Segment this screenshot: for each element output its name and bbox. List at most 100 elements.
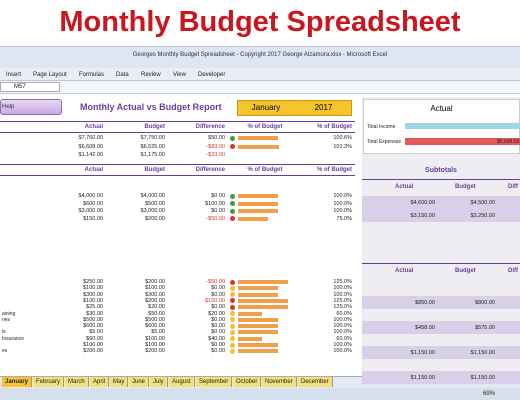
sheet-tab[interactable]: July [150, 377, 168, 387]
cell-percent: 100.6% [333, 135, 352, 141]
status-dot [230, 279, 235, 285]
cell-percent: 100.0% [333, 342, 352, 348]
sheet-tab[interactable]: June [129, 377, 150, 387]
cell-percent: 60.0% [336, 310, 352, 317]
column-header: Actual [395, 268, 414, 274]
cell-budget: $3,000.00 [140, 208, 165, 214]
ribbon-tab[interactable]: Formulas [79, 72, 105, 78]
percent-bar [238, 349, 278, 354]
report-title: Monthly Actual vs Budget Report [80, 102, 222, 112]
cell-actual: $6,608.00 [78, 143, 103, 150]
status-dot [230, 144, 235, 149]
header-line [0, 164, 355, 165]
help-button[interactable] [0, 99, 62, 115]
sheet-tab[interactable]: May [110, 377, 129, 387]
cell-percent: 125.0% [333, 279, 352, 285]
column-header: Budget [455, 184, 476, 190]
chart-value-label: $6,608.00 [497, 139, 520, 145]
cell-actual: $1,142.00 [78, 152, 103, 158]
ribbon-tab[interactable]: Insert [6, 72, 22, 78]
panel-cell: $1,150.00 [410, 375, 435, 381]
sheet-tab[interactable]: August [169, 377, 195, 387]
percent-bar [238, 201, 278, 206]
cell-actual: $600.00 [83, 323, 103, 330]
ribbon-tab[interactable]: Page Layout [33, 72, 67, 78]
cell-budget: $20.00 [148, 304, 165, 311]
cell-actual: $100.00 [83, 285, 103, 292]
percent-bar [238, 194, 278, 198]
status-dot [230, 342, 235, 348]
panel-cell: $1,150.00 [470, 375, 495, 381]
ribbon-tab[interactable]: Review [141, 72, 161, 78]
cell-percent: 100.0% [333, 323, 352, 330]
column-header: Diff [508, 268, 518, 274]
sheet-tab[interactable]: February [33, 377, 65, 387]
cell-actual: $300.00 [83, 291, 103, 298]
cell-difference: $20.00 [208, 310, 225, 317]
cell-budget: $200.00 [145, 215, 165, 222]
cell-percent: 125.0% [333, 304, 352, 311]
column-header: % of Budget [317, 124, 352, 130]
column-header: % of Budget [247, 167, 283, 173]
ribbon-tab[interactable]: Developer [198, 72, 226, 78]
expense-bar [405, 138, 520, 145]
ribbon-tab[interactable]: View [173, 72, 186, 78]
cell-difference: $0.00 [211, 285, 225, 292]
cell-actual: $7,760.00 [78, 135, 103, 141]
cell-budget: $6,525.00 [140, 143, 165, 150]
status-dot [230, 348, 235, 354]
year[interactable]: 2017 [314, 103, 333, 112]
cell-percent: 100.0% [333, 348, 352, 355]
cell-budget: $100.00 [145, 285, 165, 292]
cell-difference: -$150.00 [203, 297, 225, 304]
cell-budget: $500.00 [145, 316, 165, 323]
percent-bar [238, 330, 278, 335]
sheet-tab[interactable]: October [233, 377, 262, 387]
cell-actual: $100.00 [83, 297, 103, 304]
ribbon [0, 68, 520, 81]
column-header: Actual [395, 184, 414, 190]
column-header: Budget [144, 124, 165, 130]
panel-title: Subtotals [425, 167, 457, 174]
name-box[interactable] [0, 82, 60, 92]
sheet-tab[interactable]: December [298, 377, 333, 387]
cell-difference: $0.00 [211, 304, 225, 311]
cell-difference: $0.00 [211, 291, 225, 298]
cell-actual: $200.00 [83, 348, 103, 355]
status-dot [230, 311, 235, 316]
sheet-tab[interactable]: January [2, 377, 33, 387]
sheet-tab[interactable]: April [90, 377, 110, 387]
percent-bar [238, 305, 288, 310]
panel-band [362, 196, 520, 209]
column-header: Budget [455, 268, 476, 274]
panel-band [362, 296, 520, 309]
cell-actual: $4,000.00 [78, 193, 103, 199]
status-dot [230, 304, 235, 310]
header-line [0, 121, 355, 122]
month[interactable]: January [251, 103, 281, 112]
column-header: Budget [144, 167, 165, 173]
cell-difference: $50.00 [208, 135, 225, 141]
sheet-tab[interactable]: September [196, 377, 233, 387]
column-header: Diff [508, 184, 518, 190]
cell-percent: 101.3% [333, 143, 352, 150]
chart-label: Total Income [367, 124, 396, 130]
status-dot [230, 201, 235, 206]
percent-bar [238, 336, 262, 341]
cell-budget: $200.00 [145, 297, 165, 304]
panel-cell: $458.00 [415, 325, 435, 331]
cell-difference: $0.00 [211, 329, 225, 336]
cell-difference: -$50.00 [206, 215, 225, 222]
cell-difference: $0.00 [211, 208, 225, 214]
period-box [237, 100, 352, 116]
cell-actual: $600.00 [83, 200, 103, 207]
ribbon-tab[interactable]: Data [116, 72, 129, 78]
sheet-tab[interactable]: November [262, 377, 297, 387]
percent-bar [238, 292, 278, 297]
sheet-tab[interactable]: March [65, 377, 89, 387]
cell-percent: 100.0% [333, 193, 352, 199]
cell-actual: $60.00 [86, 335, 103, 342]
cell-budget: $200.00 [145, 348, 165, 355]
panel-cell: $1,150.00 [410, 350, 435, 356]
panel-band [362, 371, 520, 384]
